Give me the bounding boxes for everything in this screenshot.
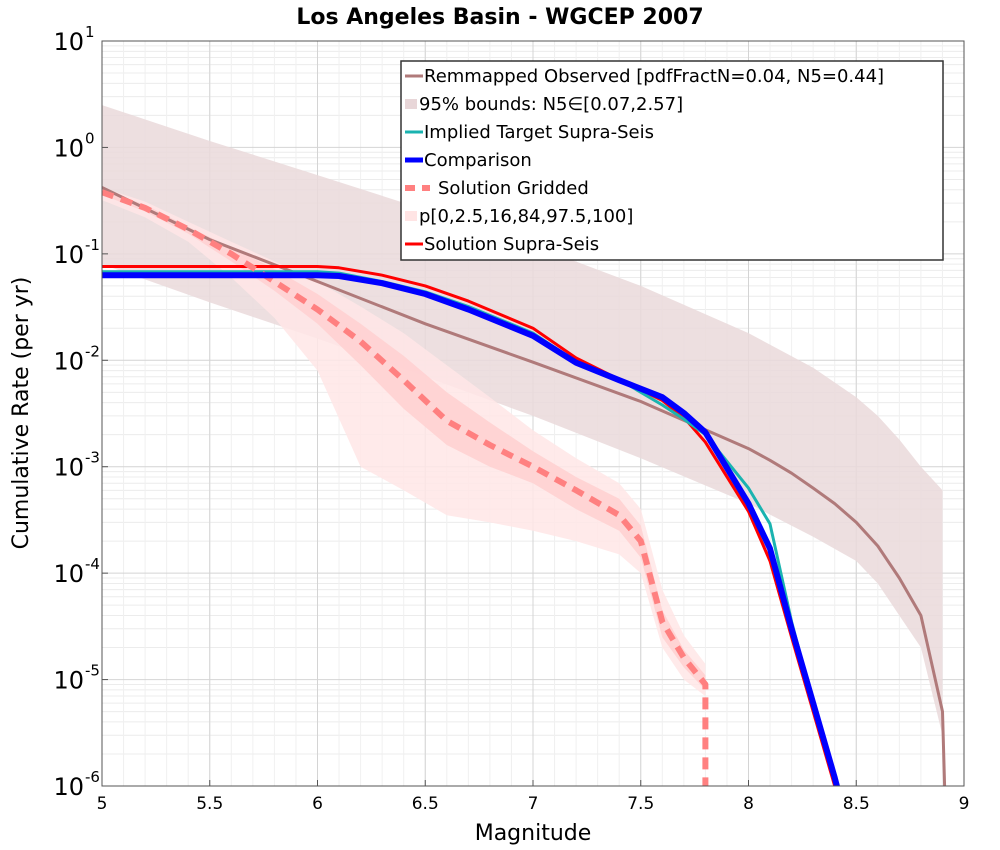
y-tick-label: 10 xyxy=(53,28,84,56)
x-tick-label: 6 xyxy=(312,794,323,814)
y-tick-exponent: -5 xyxy=(85,662,100,680)
legend-entry-label: p[0,2.5,16,84,97.5,100] xyxy=(419,206,633,227)
y-axis-label: Cumulative Rate (per yr) xyxy=(9,277,34,550)
x-tick-label: 5 xyxy=(97,794,108,814)
x-tick-label: 7 xyxy=(528,794,539,814)
series-line-solution-gridded xyxy=(102,189,709,786)
x-tick-label: 7.5 xyxy=(627,794,654,814)
y-tick-label: 10 xyxy=(53,773,84,801)
y-tick-label: 10 xyxy=(53,134,84,162)
legend-entry-label: Implied Target Supra-Seis xyxy=(424,122,654,143)
legend-entry-label: Solution Gridded xyxy=(438,178,589,199)
x-axis-ticks: 5 5.5 6 6.5 7 7.5 8 8.5 9 xyxy=(97,780,970,814)
x-tick-label: 6.5 xyxy=(412,794,439,814)
legend-swatch xyxy=(405,211,417,221)
legend-entry-label: Comparison xyxy=(424,150,532,171)
series-line-comparison xyxy=(102,272,840,786)
y-tick-label: 10 xyxy=(53,560,84,588)
y-tick-exponent: 1 xyxy=(85,23,95,41)
legend: Remmapped Observed [pdfFractN=0.04, N5=0… xyxy=(400,60,944,261)
legend-entry-label: Solution Supra-Seis xyxy=(424,234,599,255)
y-tick-exponent: -3 xyxy=(85,449,100,467)
y-tick-exponent: -2 xyxy=(85,342,100,360)
y-tick-exponent: 0 xyxy=(85,129,95,147)
y-tick-label: 10 xyxy=(53,667,84,695)
x-tick-label: 5.5 xyxy=(196,794,223,814)
legend-box xyxy=(400,60,944,261)
uncertainty-bands xyxy=(102,105,943,736)
chart-title: Los Angeles Basin - WGCEP 2007 xyxy=(296,5,703,30)
x-axis-label: Magnitude xyxy=(475,821,592,846)
gridded-percentile-outer-band xyxy=(102,187,706,697)
observed-95-bounds-band xyxy=(102,105,943,736)
y-tick-label: 10 xyxy=(53,454,84,482)
y-tick-label: 10 xyxy=(53,241,84,269)
data-series xyxy=(102,186,947,786)
x-tick-label: 8.5 xyxy=(843,794,870,814)
legend-entry-label: Remmapped Observed [pdfFractN=0.04, N5=0… xyxy=(424,66,884,87)
y-tick-exponent: -6 xyxy=(85,768,100,786)
legend-swatch xyxy=(405,99,417,109)
legend-entry-label: 95% bounds: N5∈[0.07,2.57] xyxy=(419,94,683,115)
x-tick-label: 8 xyxy=(743,794,754,814)
y-tick-exponent: -1 xyxy=(85,236,100,254)
x-tick-label: 9 xyxy=(959,794,970,814)
y-tick-label: 10 xyxy=(53,347,84,375)
series-line-remmapped-observed-pdffractn-0-04-n5-0-44 xyxy=(102,186,947,786)
y-tick-exponent: -4 xyxy=(85,555,100,573)
